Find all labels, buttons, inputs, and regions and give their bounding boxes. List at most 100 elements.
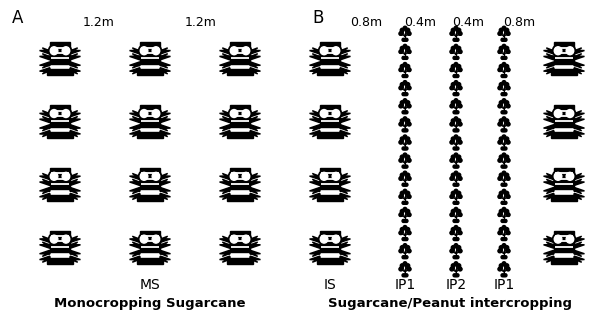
Circle shape <box>400 194 403 198</box>
Circle shape <box>498 123 501 126</box>
Polygon shape <box>310 62 320 66</box>
Polygon shape <box>160 176 170 180</box>
Circle shape <box>399 159 402 162</box>
Polygon shape <box>544 181 554 186</box>
Polygon shape <box>43 125 50 131</box>
Circle shape <box>505 173 509 177</box>
Circle shape <box>458 158 461 162</box>
Polygon shape <box>70 236 77 242</box>
Circle shape <box>402 201 405 204</box>
Circle shape <box>565 233 575 245</box>
Polygon shape <box>250 113 260 117</box>
Polygon shape <box>340 179 347 185</box>
Circle shape <box>457 173 461 177</box>
Polygon shape <box>160 68 170 72</box>
Circle shape <box>332 172 340 180</box>
Circle shape <box>408 195 411 198</box>
Polygon shape <box>70 181 80 186</box>
Circle shape <box>152 110 160 117</box>
Circle shape <box>565 108 575 119</box>
Circle shape <box>457 119 461 123</box>
Circle shape <box>402 147 405 150</box>
Circle shape <box>457 246 461 250</box>
Circle shape <box>459 159 462 162</box>
Polygon shape <box>70 188 77 194</box>
Polygon shape <box>310 250 320 254</box>
Text: B: B <box>312 9 323 27</box>
Bar <box>140 42 160 64</box>
Circle shape <box>457 137 461 141</box>
Polygon shape <box>250 68 260 72</box>
Circle shape <box>402 129 405 132</box>
Circle shape <box>403 81 407 84</box>
Circle shape <box>454 26 458 30</box>
Polygon shape <box>340 181 350 186</box>
Polygon shape <box>544 50 554 54</box>
Polygon shape <box>310 181 320 186</box>
Circle shape <box>400 68 403 71</box>
Polygon shape <box>133 116 140 122</box>
Circle shape <box>455 274 457 277</box>
Circle shape <box>499 137 503 141</box>
Polygon shape <box>223 194 230 199</box>
Polygon shape <box>574 68 581 74</box>
Circle shape <box>230 172 238 180</box>
Circle shape <box>404 201 406 204</box>
Bar <box>50 42 70 64</box>
Circle shape <box>400 86 403 89</box>
Polygon shape <box>544 113 554 117</box>
Polygon shape <box>160 256 170 260</box>
Polygon shape <box>313 48 320 53</box>
Circle shape <box>399 68 402 72</box>
Circle shape <box>455 165 457 168</box>
Circle shape <box>502 135 506 139</box>
Circle shape <box>506 31 509 35</box>
Circle shape <box>451 28 455 32</box>
Polygon shape <box>130 56 140 60</box>
Circle shape <box>139 45 149 57</box>
Circle shape <box>451 264 455 268</box>
Polygon shape <box>130 62 140 66</box>
Bar <box>230 168 250 189</box>
Circle shape <box>406 83 410 87</box>
Circle shape <box>407 176 410 180</box>
Polygon shape <box>250 62 260 66</box>
Circle shape <box>450 86 453 89</box>
Circle shape <box>458 213 461 216</box>
Circle shape <box>400 176 403 180</box>
Bar <box>320 105 340 127</box>
Polygon shape <box>160 193 170 197</box>
Circle shape <box>499 230 502 235</box>
Polygon shape <box>574 257 581 262</box>
Polygon shape <box>220 256 230 260</box>
Circle shape <box>451 65 455 68</box>
Polygon shape <box>574 193 584 197</box>
Polygon shape <box>547 125 554 131</box>
Circle shape <box>501 256 504 259</box>
Circle shape <box>503 183 505 186</box>
Circle shape <box>450 105 453 108</box>
Polygon shape <box>160 179 167 185</box>
Polygon shape <box>133 251 140 257</box>
Polygon shape <box>574 181 584 186</box>
Circle shape <box>151 108 161 119</box>
Circle shape <box>554 172 562 180</box>
Circle shape <box>507 231 510 235</box>
Polygon shape <box>160 251 167 257</box>
Circle shape <box>405 165 408 168</box>
Circle shape <box>502 244 506 247</box>
Polygon shape <box>40 244 50 248</box>
Text: 1.2m: 1.2m <box>185 16 217 29</box>
Polygon shape <box>340 131 347 137</box>
Circle shape <box>407 31 410 35</box>
Circle shape <box>502 44 506 48</box>
Circle shape <box>230 235 238 243</box>
Polygon shape <box>574 256 584 260</box>
Polygon shape <box>223 251 230 257</box>
Polygon shape <box>43 62 50 68</box>
Circle shape <box>458 122 461 126</box>
Circle shape <box>400 264 404 268</box>
Circle shape <box>451 101 455 105</box>
Polygon shape <box>544 239 554 242</box>
Polygon shape <box>250 54 257 59</box>
